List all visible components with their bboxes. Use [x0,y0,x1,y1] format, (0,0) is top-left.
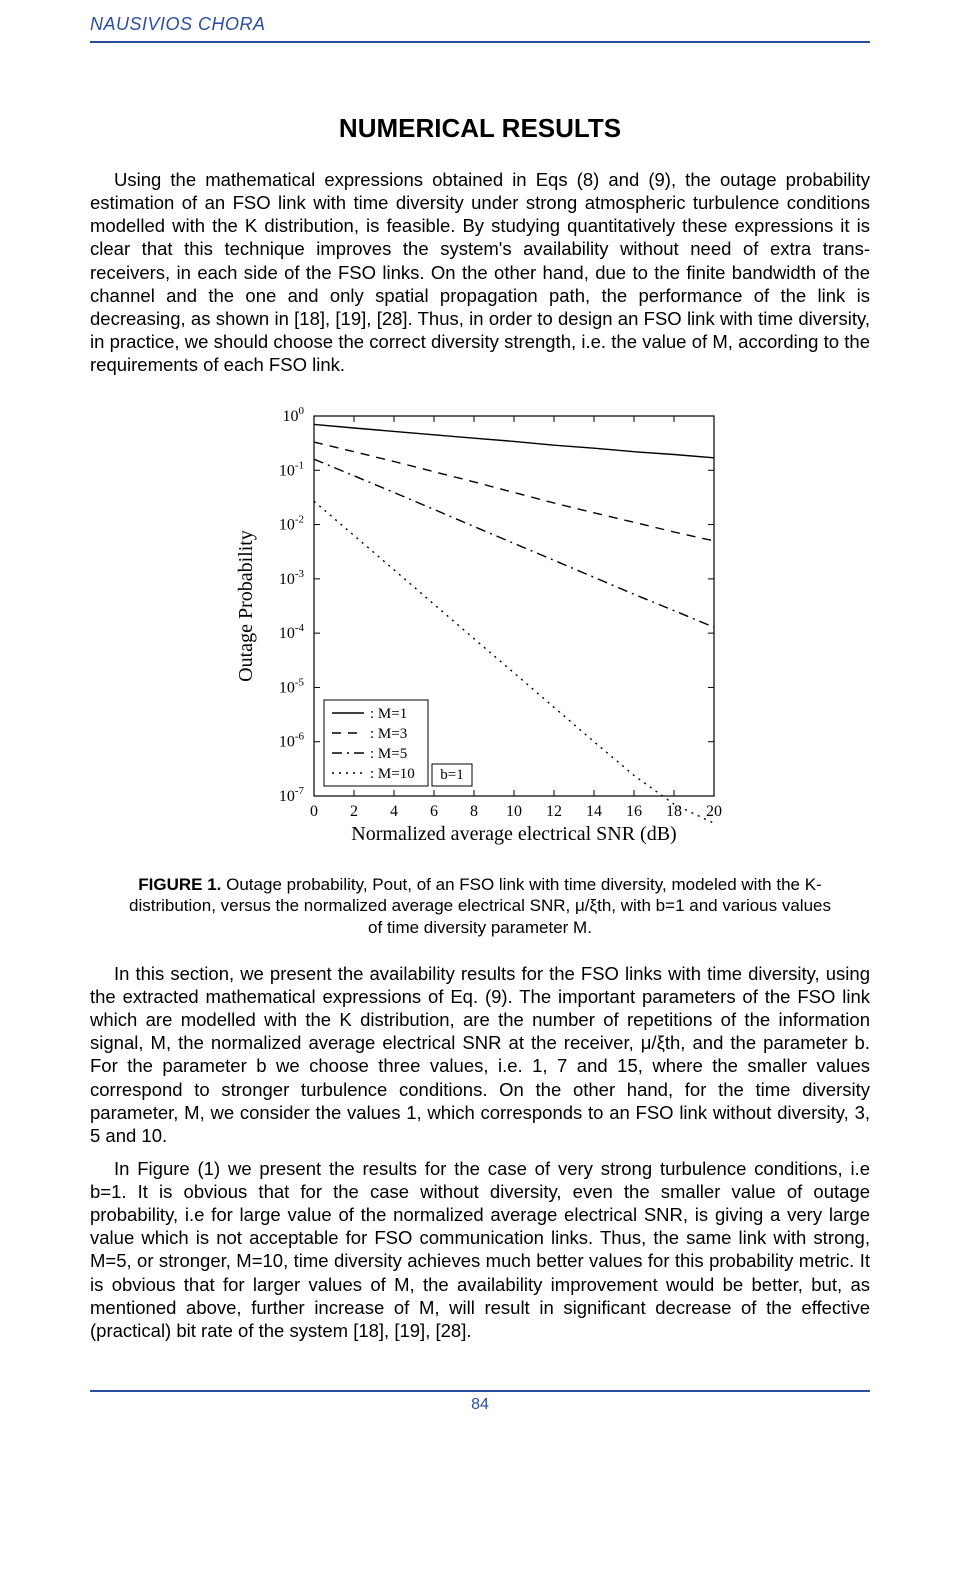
page-footer: 84 [90,1390,870,1414]
svg-text:Outage Probability: Outage Probability [235,530,257,682]
svg-text:20: 20 [706,803,722,820]
figure-1-chart: 0 2 4 6 8 10 12 14 16 18 20 10-7 10-6 10-5 10-4 10-3 10-… [230,404,730,854]
svg-text:0: 0 [310,803,318,820]
svg-text:10-7: 10-7 [279,785,305,805]
paragraph-2-text: In this section, we present the availabi… [90,963,870,1146]
paragraph-3: In Figure (1) we present the results for… [90,1157,870,1342]
svg-text:8: 8 [470,803,478,820]
svg-text:4: 4 [390,803,398,820]
page: NAUSIVIOS CHORA NUMERICAL RESULTS Using … [0,0,960,1474]
page-number: 84 [471,1396,489,1413]
svg-text:18: 18 [666,803,682,820]
svg-text:: M=10: : M=10 [370,766,415,782]
paragraph-3-text: In Figure (1) we present the results for… [90,1158,870,1341]
figure-1-caption-body: Outage probability, Pout, of an FSO link… [129,875,831,937]
paragraph-2: In this section, we present the availabi… [90,962,870,1147]
svg-text:2: 2 [350,803,358,820]
figure-1-caption-lead: FIGURE 1. [138,875,221,894]
running-header: NAUSIVIOS CHORA [90,0,870,43]
paragraph-1-text: Using the mathematical expressions obtai… [90,169,870,375]
svg-text:100: 100 [283,405,305,425]
svg-text:10-1: 10-1 [279,459,304,479]
svg-text:10-3: 10-3 [279,568,305,588]
svg-text:10: 10 [506,803,522,820]
svg-text:10-2: 10-2 [279,514,304,534]
svg-text:b=1: b=1 [440,767,463,783]
svg-text:16: 16 [626,803,642,820]
section-title: NUMERICAL RESULTS [90,113,870,144]
svg-text:10-4: 10-4 [279,622,305,642]
figure-1-caption: FIGURE 1. Outage probability, Pout, of a… [120,874,840,938]
svg-text:Normalized average electrical: Normalized average electrical SNR (dB) [351,823,676,845]
svg-text:10-5: 10-5 [279,677,305,697]
svg-text:: M=5: : M=5 [370,746,407,762]
svg-text:14: 14 [586,803,602,820]
svg-text:12: 12 [546,803,562,820]
figure-1: 0 2 4 6 8 10 12 14 16 18 20 10-7 10-6 10-5 10-4 10-3 10-… [90,404,870,854]
svg-text:10-6: 10-6 [279,731,305,751]
svg-text:6: 6 [430,803,438,820]
paragraph-1: Using the mathematical expressions obtai… [90,168,870,376]
svg-text:: M=3: : M=3 [370,726,407,742]
svg-text:: M=1: : M=1 [370,706,407,722]
